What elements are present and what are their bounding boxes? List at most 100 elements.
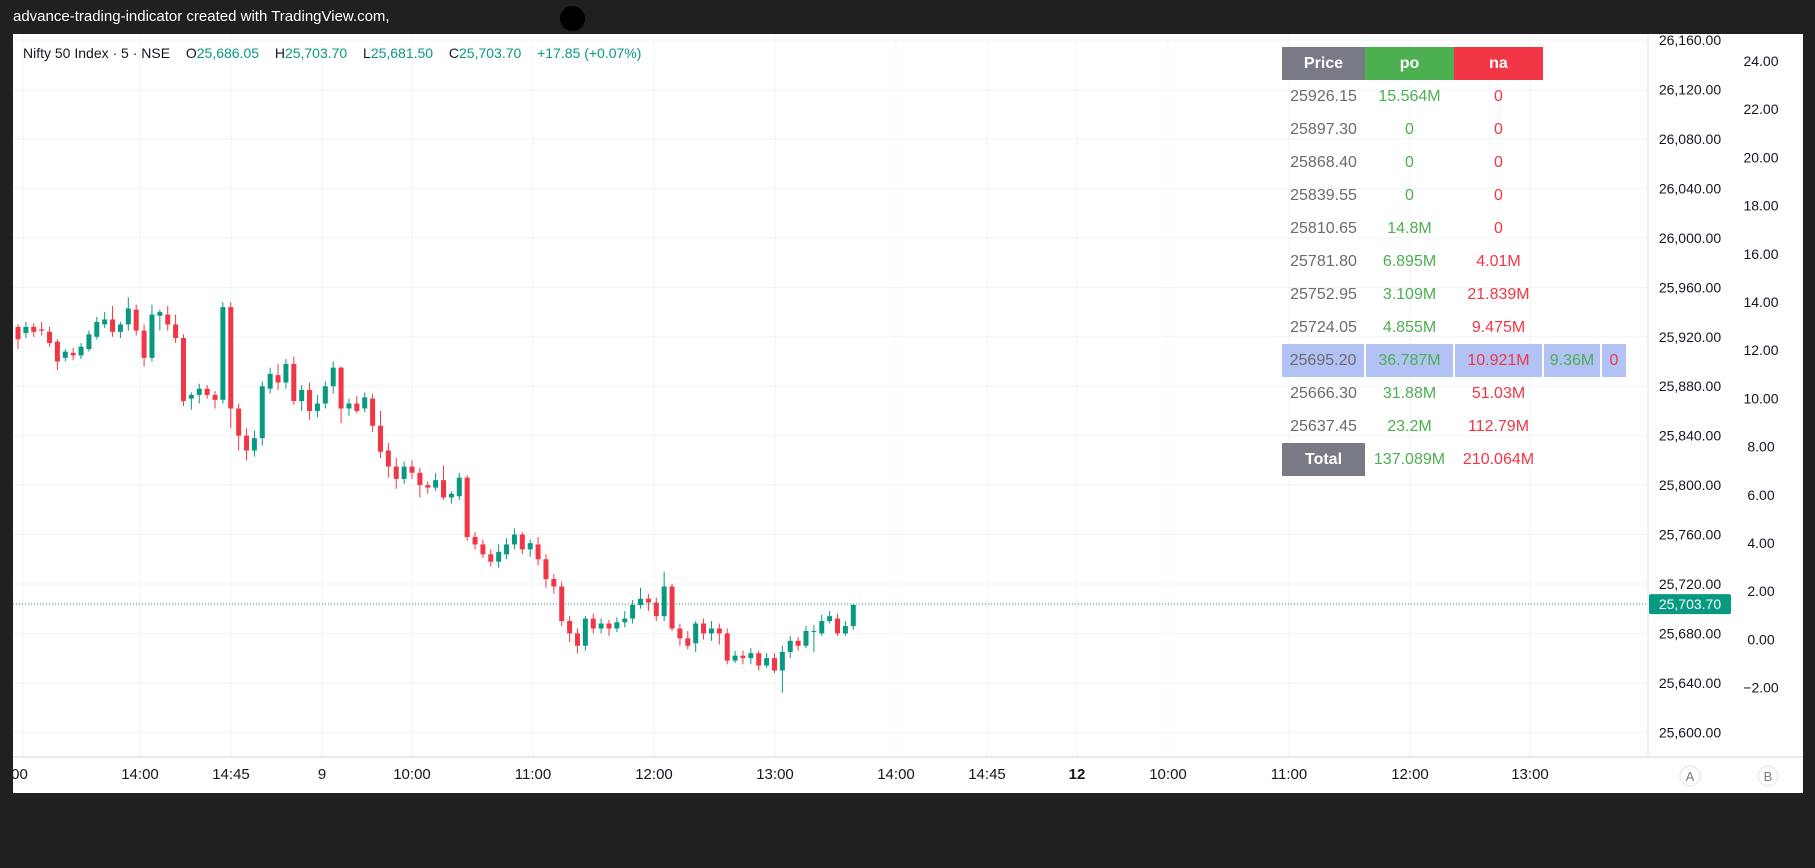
total-label: Total xyxy=(1282,443,1365,476)
candle-body xyxy=(787,640,793,652)
candle-body xyxy=(638,598,644,605)
candle-body xyxy=(409,466,415,473)
row-po: 0 xyxy=(1405,153,1414,171)
table-row: 25752.95 3.109M 21.839M xyxy=(1282,278,1626,311)
row-na: 0 xyxy=(1494,87,1503,105)
table-row: 25868.40 0 0 xyxy=(1282,146,1626,179)
candle-body xyxy=(31,326,37,332)
candle-body xyxy=(15,326,21,340)
candle-body xyxy=(236,408,242,436)
indicator-tick-label: −2.00 xyxy=(1743,680,1779,696)
candle-body xyxy=(377,425,383,452)
candle-body xyxy=(291,363,297,402)
row-price: 25781.80 xyxy=(1290,252,1357,270)
candle-body xyxy=(385,450,391,467)
candle-body xyxy=(299,389,305,402)
candle-body xyxy=(748,653,754,659)
x-tick-label: :00 xyxy=(13,766,28,783)
indicator-tick-label: 10.00 xyxy=(1743,390,1778,406)
candle-body xyxy=(307,389,313,411)
candle-body xyxy=(811,630,817,632)
candle-body xyxy=(196,388,202,395)
legend-high-label: H xyxy=(274,45,285,61)
candle-body xyxy=(220,307,226,400)
row-po: 36.787M xyxy=(1364,344,1454,377)
row-price: 25897.30 xyxy=(1290,120,1357,138)
candle-body xyxy=(574,633,580,646)
x-tick-label: 11:00 xyxy=(1271,766,1307,783)
row-na: 21.839M xyxy=(1467,285,1530,303)
legend-open-value: 25,686.05 xyxy=(196,45,260,61)
candle-body xyxy=(598,623,604,629)
x-tick-label: 13:00 xyxy=(1511,766,1549,783)
candle-body xyxy=(519,534,525,550)
candle-body xyxy=(551,579,557,587)
x-tick-label: 13:00 xyxy=(756,766,794,783)
candle-body xyxy=(259,386,265,439)
indicator-tick-label: 20.00 xyxy=(1743,149,1778,165)
candle-body xyxy=(433,480,439,488)
indicator-tick-label: 16.00 xyxy=(1743,246,1778,262)
row-po: 0 xyxy=(1405,186,1414,204)
table-row: 25637.45 23.2M 112.79M xyxy=(1282,410,1626,443)
price-tick-label: 25,720.00 xyxy=(1659,576,1721,592)
price-tick-label: 25,800.00 xyxy=(1659,477,1721,493)
candle-body xyxy=(661,586,667,617)
row-na: 10.921M xyxy=(1453,344,1543,377)
candle-body xyxy=(188,394,194,399)
chart-canvas[interactable]: :00 14:00 14:45 9 10:00 11:00 12:00 13:00 14:00 1… xyxy=(13,34,1803,793)
candle-body xyxy=(511,534,517,545)
candle-body xyxy=(527,543,533,550)
candle-body xyxy=(630,604,636,619)
candle-body xyxy=(204,388,210,395)
row-price: 25695.20 xyxy=(1282,344,1365,377)
x-tick-label: 9 xyxy=(318,766,326,783)
candle-body xyxy=(54,341,60,362)
price-tick-label: 25,880.00 xyxy=(1659,378,1721,394)
candle-body xyxy=(441,480,447,498)
candle-body xyxy=(669,586,675,629)
candle-body xyxy=(314,403,320,411)
row-po: 15.564M xyxy=(1378,87,1441,105)
header-na: na xyxy=(1454,47,1543,80)
candle-body xyxy=(701,623,707,634)
indicator-tick-label: 18.00 xyxy=(1743,198,1778,214)
redacted-dot xyxy=(560,6,585,31)
chart-panel[interactable]: :00 14:00 14:45 9 10:00 11:00 12:00 13:00 14:00 1… xyxy=(13,34,1803,793)
price-tick-label: 26,000.00 xyxy=(1659,230,1721,246)
table-total-row: Total 137.089M 210.064M xyxy=(1282,443,1626,476)
table-row: 25897.30 0 0 xyxy=(1282,113,1626,146)
candle-body xyxy=(582,618,588,646)
row-po: 14.8M xyxy=(1387,219,1432,237)
candle-body xyxy=(653,602,659,617)
candle-body xyxy=(401,466,407,479)
legend-close-value: 25,703.70 xyxy=(459,45,522,61)
price-tick-label: 26,080.00 xyxy=(1659,131,1721,147)
table-row: 25839.55 0 0 xyxy=(1282,179,1626,212)
price-tick-label: 25,640.00 xyxy=(1659,675,1721,691)
table-row: 25666.30 31.88M 51.03M xyxy=(1282,377,1626,410)
candle-body xyxy=(102,319,108,325)
candle-body xyxy=(157,312,163,316)
candle-body xyxy=(125,308,131,325)
last-price-label: 25,703.70 xyxy=(1659,596,1721,612)
row-extra-po: 9.36M xyxy=(1542,344,1601,377)
indicator-tick-label: 12.00 xyxy=(1743,342,1778,358)
legend-change: +17.85 (+0.07%) xyxy=(537,45,642,61)
price-tick-label: 25,760.00 xyxy=(1659,527,1721,543)
candle-body xyxy=(464,477,470,538)
price-tick-label: 25,840.00 xyxy=(1659,428,1721,444)
price-tick-label: 25,600.00 xyxy=(1659,724,1721,740)
candle-body xyxy=(133,309,139,331)
scale-button-b xyxy=(1757,765,1779,787)
last-price-tag xyxy=(1649,594,1731,615)
row-price: 25839.55 xyxy=(1290,186,1357,204)
legend-open-label: O xyxy=(185,45,197,61)
x-tick-label: 10:00 xyxy=(1149,766,1187,783)
candle-body xyxy=(835,618,841,634)
candle-body xyxy=(472,537,478,545)
row-extra-na: 0 xyxy=(1600,344,1626,377)
candle-body xyxy=(173,324,179,339)
volume-profile-table: Price po na 25926.15 15.564M 0 25897.30 0 0 … xyxy=(1282,47,1626,476)
x-tick-label: 11:00 xyxy=(515,766,551,783)
